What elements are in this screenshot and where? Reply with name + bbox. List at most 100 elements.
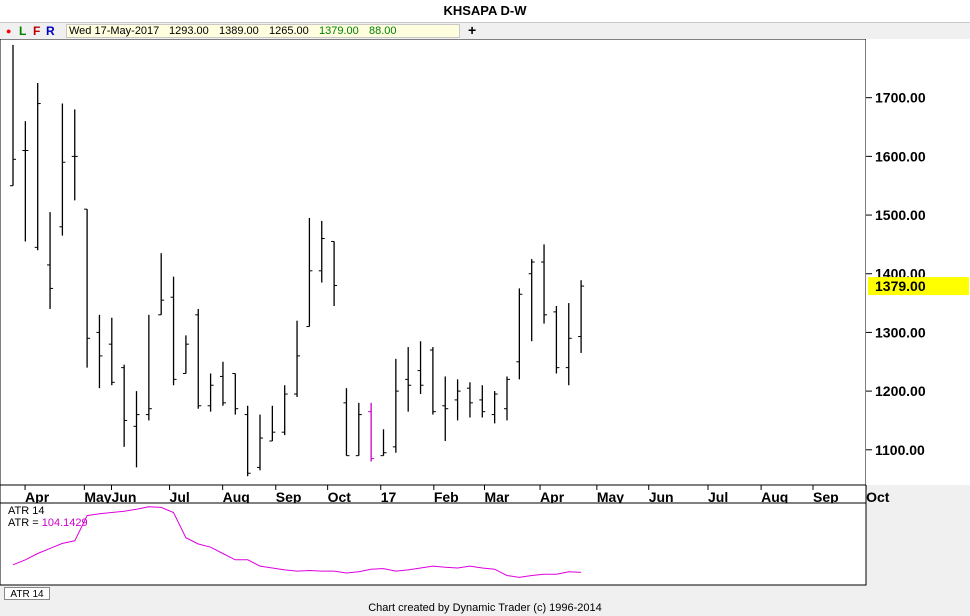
ohlc-bar [96,314,103,389]
atr-value-readout: ATR = 104.1429 [8,517,88,529]
ohlc-bar [491,391,498,424]
x-tick-label: Sep [276,489,302,503]
readout-close: 1379.00 [319,25,359,37]
ohlc-bar [528,259,535,342]
ohlc-bar [355,402,362,457]
x-tick-label: Oct [866,489,890,503]
atr-plot-area [0,503,867,586]
readout-change: 88.00 [369,25,397,37]
x-tick-label: Feb [434,489,459,503]
x-tick-label: 17 [381,489,397,503]
x-tick-label: Apr [25,489,50,503]
atr-value: 104.1429 [41,517,88,529]
ohlc-bar [158,253,165,316]
atr-value-prefix: ATR = [8,517,42,529]
x-tick-label: Apr [540,489,565,503]
ohlc-bar [368,402,375,462]
y-tick-label: 1200.00 [875,383,926,399]
f-button[interactable]: F [33,24,41,38]
y-tick-label: 1100.00 [875,442,925,458]
atr-line [12,506,582,578]
x-tick-label: May [84,489,111,503]
x-tick-label: Jul [170,489,190,503]
ohlc-bar [429,347,436,415]
x-tick-label: Jun [112,489,137,503]
y-axis-area [866,39,970,485]
ohlc-bar [343,388,350,457]
price-chart[interactable]: 1700.001600.001500.001400.001300.001200.… [0,39,970,503]
ohlc-bar [34,83,41,251]
ohlc-bar [47,212,54,309]
x-tick-label: Oct [328,489,352,503]
ohlc-readout: Wed 17-May-2017 1293.00 1389.00 1265.00 … [66,24,460,38]
ohlc-bar [417,341,424,395]
ohlc-bar [232,373,239,415]
ohlc-bar [59,103,66,236]
ohlc-bar [479,385,486,418]
y-tick-label: 1600.00 [875,148,926,164]
readout-open: 1293.00 [169,25,209,37]
r-button[interactable]: R [46,24,55,38]
ohlc-bar [145,314,152,421]
ohlc-bar [170,276,177,386]
ohlc-bar [269,405,276,442]
ohlc-bar [578,280,585,353]
readout-low: 1265.00 [269,25,309,37]
y-axis: 1700.001600.001500.001400.001300.001200.… [866,90,926,458]
ohlc-bar [281,385,288,436]
ohlc-bar [294,320,301,397]
readout-date: Wed 17-May-2017 [69,25,160,37]
ohlc-bar [553,306,560,374]
ohlc-bar [331,240,338,307]
x-tick-label: Aug [761,489,788,503]
ohlc-bar [454,379,461,421]
l-button[interactable]: L [19,24,27,38]
x-axis-area [0,484,867,503]
ohlc-bar [84,208,91,368]
atr-tab[interactable]: ATR 14 [4,587,50,600]
ohlc-bar [380,429,387,457]
y-tick-label: 1300.00 [875,324,926,340]
ohlc-bar [466,382,473,418]
readout-high: 1389.00 [219,25,259,37]
ohlc-bar [71,109,78,201]
ohlc-bar [121,364,128,447]
current-price-tag: 1379.00 [868,277,969,296]
x-tick-label: Jun [649,489,674,503]
ohlc-bar [195,308,202,409]
ohlc-bar [504,376,510,421]
add-button[interactable]: + [468,22,477,38]
ohlc-bar [392,358,399,453]
ohlc-bar [306,217,313,328]
ohlc-bar [22,121,29,242]
chart-title: KHSAPA D-W [0,0,970,23]
y-tick-label: 1700.00 [875,90,926,106]
price-tag-label: 1379.00 [875,278,926,294]
ohlc-bar [133,391,140,468]
ohlc-bar [405,347,412,412]
ohlc-bar [565,303,572,386]
x-tick-label: Mar [484,489,509,503]
ohlc-bar [516,288,523,380]
ohlc-bar [207,373,214,412]
x-tick-label: May [597,489,624,503]
atr-indicator-panel[interactable] [0,503,970,587]
status-dot-icon[interactable]: ● [6,26,12,36]
ohlc-bar [219,361,226,406]
ohlc-bar [442,376,449,441]
footer-credit: Chart created by Dynamic Trader (c) 1996… [368,602,602,614]
ohlc-bar [244,405,251,477]
plot-area [0,39,867,486]
x-tick-label: Jul [708,489,728,503]
ohlc-bar [541,244,548,324]
x-tick-label: Sep [813,489,839,503]
ohlc-bar [182,335,189,374]
y-tick-label: 1500.00 [875,207,926,223]
ohlc-bar [318,220,325,283]
info-toolbar: ● L F R Wed 17-May-2017 1293.00 1389.00 … [0,23,970,39]
ohlc-bar [10,44,16,187]
ohlc-bars [10,44,585,477]
ohlc-bar [108,317,115,386]
ohlc-bar [257,414,263,471]
x-axis: Apr May Jun Jul Aug Sep Oct 17 Feb Mar Apr May Jun Ju… [24,485,890,503]
